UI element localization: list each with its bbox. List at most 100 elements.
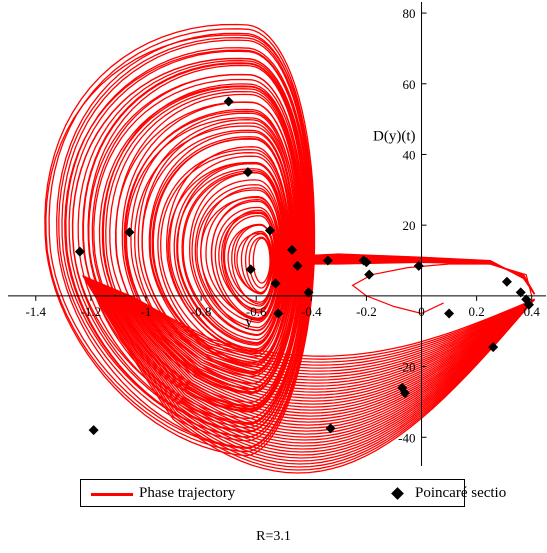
phase-plot: -1.4 -1.2 -1 -0.8 -0.6 -0.4 -0.2 0 0.2 0.4 -40-20… bbox=[8, 2, 546, 474]
x-tick-label: -0.4 bbox=[301, 304, 322, 319]
poincare-point bbox=[287, 244, 298, 255]
y-tick-label: 20 bbox=[403, 218, 416, 233]
trajectory-curve bbox=[92, 279, 535, 450]
trajectory-curve bbox=[113, 288, 535, 399]
trajectory-curve bbox=[126, 293, 535, 369]
trajectory-curve bbox=[223, 215, 276, 307]
trajectory-curve bbox=[107, 285, 535, 414]
x-tick-label: -1.4 bbox=[25, 304, 46, 319]
trajectory-curve bbox=[58, 37, 313, 442]
trajectory-curve bbox=[93, 279, 535, 447]
trajectory-curve bbox=[96, 280, 535, 441]
trajectory-curve bbox=[116, 289, 535, 393]
x-tick-label: 0 bbox=[418, 304, 425, 319]
trajectory-curve bbox=[166, 146, 290, 353]
trajectory-curve bbox=[106, 285, 535, 417]
trajectory-curve bbox=[252, 237, 271, 284]
trajectory-curve bbox=[112, 287, 535, 402]
trajectory-curve bbox=[48, 28, 314, 450]
legend: Phase trajectory Poincaré sectio bbox=[80, 479, 506, 507]
poincare-point bbox=[242, 167, 253, 178]
trajectory-curve bbox=[87, 64, 307, 424]
trajectory-curve bbox=[105, 88, 302, 407]
poincare-point bbox=[444, 308, 455, 319]
poincare-section-series bbox=[74, 96, 534, 436]
x-tick-label: -1.2 bbox=[81, 304, 102, 319]
trajectory-curve bbox=[151, 138, 293, 364]
legend-label-section: Poincaré sectio bbox=[415, 485, 507, 501]
trajectory-curve bbox=[218, 211, 278, 311]
y-axis-label: D(y)(t) bbox=[373, 128, 415, 144]
y-ticks: -40 -20 20 40 60 80 bbox=[398, 6, 427, 445]
trajectory-curve bbox=[196, 189, 283, 329]
trajectory-curve bbox=[110, 286, 535, 408]
trajectory-curve bbox=[177, 163, 287, 345]
trajectory-curve bbox=[220, 212, 278, 314]
x-tick-label: 0.2 bbox=[469, 304, 485, 319]
legend-line-swatch bbox=[91, 493, 133, 496]
trajectory-curve bbox=[194, 184, 283, 331]
poincare-point bbox=[270, 278, 281, 289]
trajectory-curve bbox=[84, 276, 535, 468]
trajectory-curve bbox=[124, 292, 535, 375]
legend-label-trajectory: Phase trajectory bbox=[139, 485, 236, 501]
poincare-point bbox=[501, 276, 512, 287]
poincare-point bbox=[325, 423, 336, 434]
y-tick-label: 40 bbox=[403, 147, 416, 162]
trajectory-curve bbox=[210, 200, 280, 321]
trajectory-curve bbox=[90, 278, 535, 453]
trajectory-curve bbox=[130, 295, 535, 360]
trajectory-curve bbox=[83, 275, 535, 471]
legend-diamond-swatch bbox=[391, 487, 404, 500]
trajectory-curve bbox=[45, 34, 315, 453]
poincare-point bbox=[322, 255, 333, 266]
poincare-point bbox=[292, 260, 303, 271]
trajectory-curve bbox=[125, 293, 535, 372]
x-ticks: -1.4 -1.2 -1 -0.8 -0.6 -0.4 -0.2 0 0.2 0.4 bbox=[25, 295, 540, 319]
trajectory-curve bbox=[87, 277, 535, 462]
x-tick-label: -0.8 bbox=[191, 304, 212, 319]
poincare-point bbox=[124, 227, 135, 238]
x-tick-label: -0.6 bbox=[246, 304, 267, 319]
trajectory-curve bbox=[121, 291, 535, 381]
poincare-point bbox=[245, 264, 256, 275]
y-tick-label: -20 bbox=[398, 360, 415, 375]
trajectory-curve bbox=[248, 236, 272, 289]
trajectory-curve bbox=[61, 39, 312, 438]
trajectory-curve bbox=[128, 294, 535, 366]
trajectory-curve bbox=[89, 278, 535, 456]
trajectory-curve bbox=[169, 155, 289, 350]
poincare-point bbox=[488, 342, 499, 353]
x-tick-label: -1 bbox=[141, 304, 152, 319]
poincare-point bbox=[264, 225, 275, 236]
axes bbox=[8, 2, 546, 466]
trajectory-curve bbox=[117, 290, 535, 390]
poincare-point bbox=[364, 269, 375, 280]
trajectory-curve bbox=[101, 283, 535, 429]
trajectory-curve bbox=[111, 287, 535, 405]
phase-trajectory-series bbox=[44, 23, 536, 474]
trajectory-curve bbox=[124, 108, 298, 385]
trajectory-curve bbox=[101, 86, 303, 403]
trajectory-curve bbox=[88, 277, 535, 459]
trajectory-curve bbox=[85, 276, 535, 465]
poincare-point bbox=[74, 246, 85, 257]
poincare-point bbox=[413, 260, 424, 271]
poincare-point bbox=[303, 287, 314, 298]
trajectory-curve bbox=[269, 253, 536, 295]
poincare-point bbox=[515, 287, 526, 298]
y-tick-label: 80 bbox=[403, 6, 416, 21]
trajectory-curve bbox=[108, 286, 535, 411]
trajectory-transient bbox=[351, 263, 533, 315]
poincare-point bbox=[223, 96, 234, 107]
poincare-point bbox=[88, 425, 99, 436]
trajectory-curve bbox=[88, 73, 306, 413]
trajectory-curve bbox=[93, 78, 305, 410]
trajectory-curve bbox=[181, 170, 286, 344]
poincare-point bbox=[523, 299, 534, 310]
trajectory-curve bbox=[99, 282, 535, 432]
caption: R=3.1 bbox=[256, 529, 291, 544]
trajectory-curve bbox=[44, 23, 316, 457]
trajectory-curve bbox=[129, 294, 535, 363]
trajectory-curve bbox=[122, 292, 535, 378]
